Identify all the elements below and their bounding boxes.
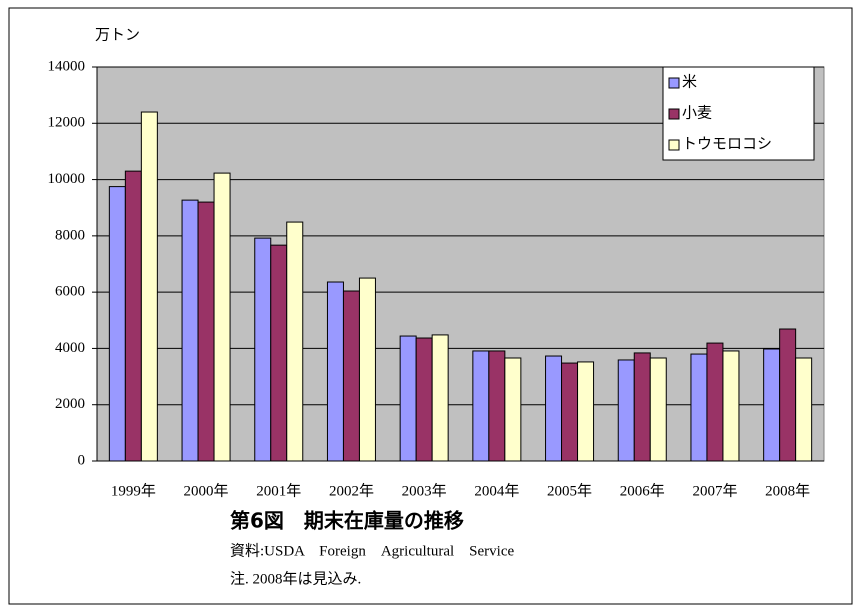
bar <box>140 111 158 462</box>
bar <box>617 359 635 462</box>
bar <box>358 277 376 462</box>
y-tick-label: 12000 <box>48 115 86 131</box>
bar <box>763 348 781 462</box>
bar <box>108 186 126 462</box>
bar <box>270 244 288 462</box>
y-tick-label: 6000 <box>55 284 85 300</box>
bar <box>472 350 490 462</box>
x-tick-label: 2007年 <box>692 482 737 499</box>
bar <box>504 357 522 462</box>
bar <box>633 352 651 462</box>
bar <box>415 337 433 462</box>
bar <box>488 350 506 462</box>
legend-swatch <box>668 139 680 151</box>
bar <box>706 342 724 462</box>
bar <box>342 290 360 462</box>
y-tick-label: 8000 <box>55 227 85 243</box>
bar <box>399 335 417 462</box>
x-tick-label: 2006年 <box>620 482 665 499</box>
legend-swatch <box>668 77 680 89</box>
y-tick-label: 0 <box>78 452 86 468</box>
legend-label: 米 <box>682 73 697 90</box>
bar <box>577 361 595 462</box>
bar <box>326 281 344 462</box>
bar <box>124 170 142 462</box>
legend-swatch <box>668 108 680 120</box>
y-tick-label: 2000 <box>55 396 85 412</box>
bar <box>431 334 449 462</box>
x-tick-label: 1999年 <box>111 482 156 499</box>
bar <box>779 328 797 462</box>
bar <box>254 237 272 462</box>
x-tick-label: 2008年 <box>765 482 810 499</box>
bar <box>545 355 563 462</box>
y-tick-label: 14000 <box>48 58 86 74</box>
x-tick-label: 2000年 <box>184 482 229 499</box>
bar <box>561 362 579 462</box>
bar <box>722 350 740 462</box>
legend-label: トウモロコシ <box>682 135 772 152</box>
note: 注. 2008年は見込み. <box>230 570 361 587</box>
bar <box>213 172 231 462</box>
x-tick-label: 2001年 <box>256 482 301 499</box>
y-tick-label: 10000 <box>48 171 86 187</box>
bar <box>181 199 199 462</box>
bar <box>286 221 304 462</box>
legend-label: 小麦 <box>682 104 712 121</box>
x-tick-label: 2003年 <box>402 482 447 499</box>
bar <box>649 357 667 462</box>
unit-label: 万トン <box>95 27 140 43</box>
source: 資料:USDA Foreign Agricultural Service <box>230 542 514 559</box>
chart-title: 第6図 期末在庫量の推移 <box>230 509 464 533</box>
legend-box <box>662 66 815 161</box>
x-tick-label: 2005年 <box>547 482 592 499</box>
bar <box>795 357 813 462</box>
bar <box>197 201 215 462</box>
x-tick-label: 2004年 <box>474 482 519 499</box>
y-tick-label: 4000 <box>55 340 85 356</box>
bar <box>690 353 708 462</box>
x-tick-label: 2002年 <box>329 482 374 499</box>
